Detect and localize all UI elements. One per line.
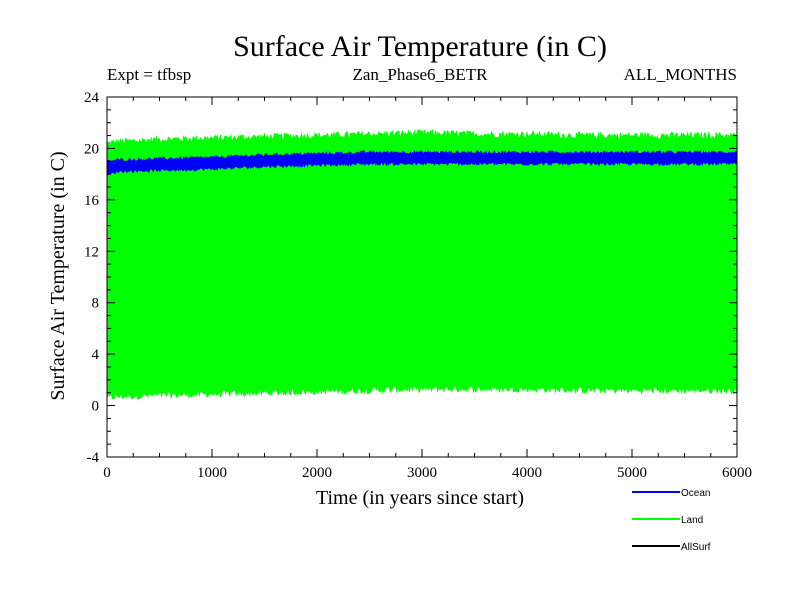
- y-axis-label: Surface Air Temperature (in C): [47, 151, 69, 400]
- x-axis: 0 1000 2000 3000 4000 5000 6000: [103, 97, 752, 481]
- y-tick-label: -4: [87, 450, 100, 466]
- legend-label-land: Land: [681, 515, 703, 526]
- legend: Ocean Land AllSurf: [632, 488, 711, 553]
- chart-title: Surface Air Temperature (in C): [233, 30, 607, 63]
- y-tick-label: 12: [84, 244, 99, 260]
- legend-label-allsurf: AllSurf: [681, 542, 711, 553]
- subtitle-center: Zan_Phase6_BETR: [352, 65, 488, 84]
- x-tick-label: 5000: [617, 465, 647, 481]
- x-axis-label: Time (in years since start): [316, 487, 524, 509]
- x-tick-label: 2000: [302, 465, 332, 481]
- y-tick-label: 0: [92, 399, 100, 415]
- legend-label-ocean: Ocean: [681, 488, 710, 499]
- y-tick-label: 16: [84, 193, 100, 209]
- x-tick-label: 3000: [407, 465, 437, 481]
- x-tick-label: 0: [103, 465, 111, 481]
- subtitle-right: ALL_MONTHS: [624, 65, 737, 84]
- x-tick-label: 6000: [722, 465, 752, 481]
- y-tick-label: 4: [92, 347, 100, 363]
- plot-area: [106, 128, 738, 400]
- x-tick-label: 4000: [512, 465, 542, 481]
- subtitle-left: Expt = tfbsp: [107, 65, 191, 84]
- x-tick-label: 1000: [197, 465, 227, 481]
- y-axis: -4 0 4 8 12 16 20 24: [84, 90, 737, 466]
- series-land-band: [106, 128, 738, 400]
- y-tick-label: 20: [84, 141, 99, 157]
- y-tick-label: 8: [92, 296, 100, 312]
- y-tick-label: 24: [84, 90, 100, 106]
